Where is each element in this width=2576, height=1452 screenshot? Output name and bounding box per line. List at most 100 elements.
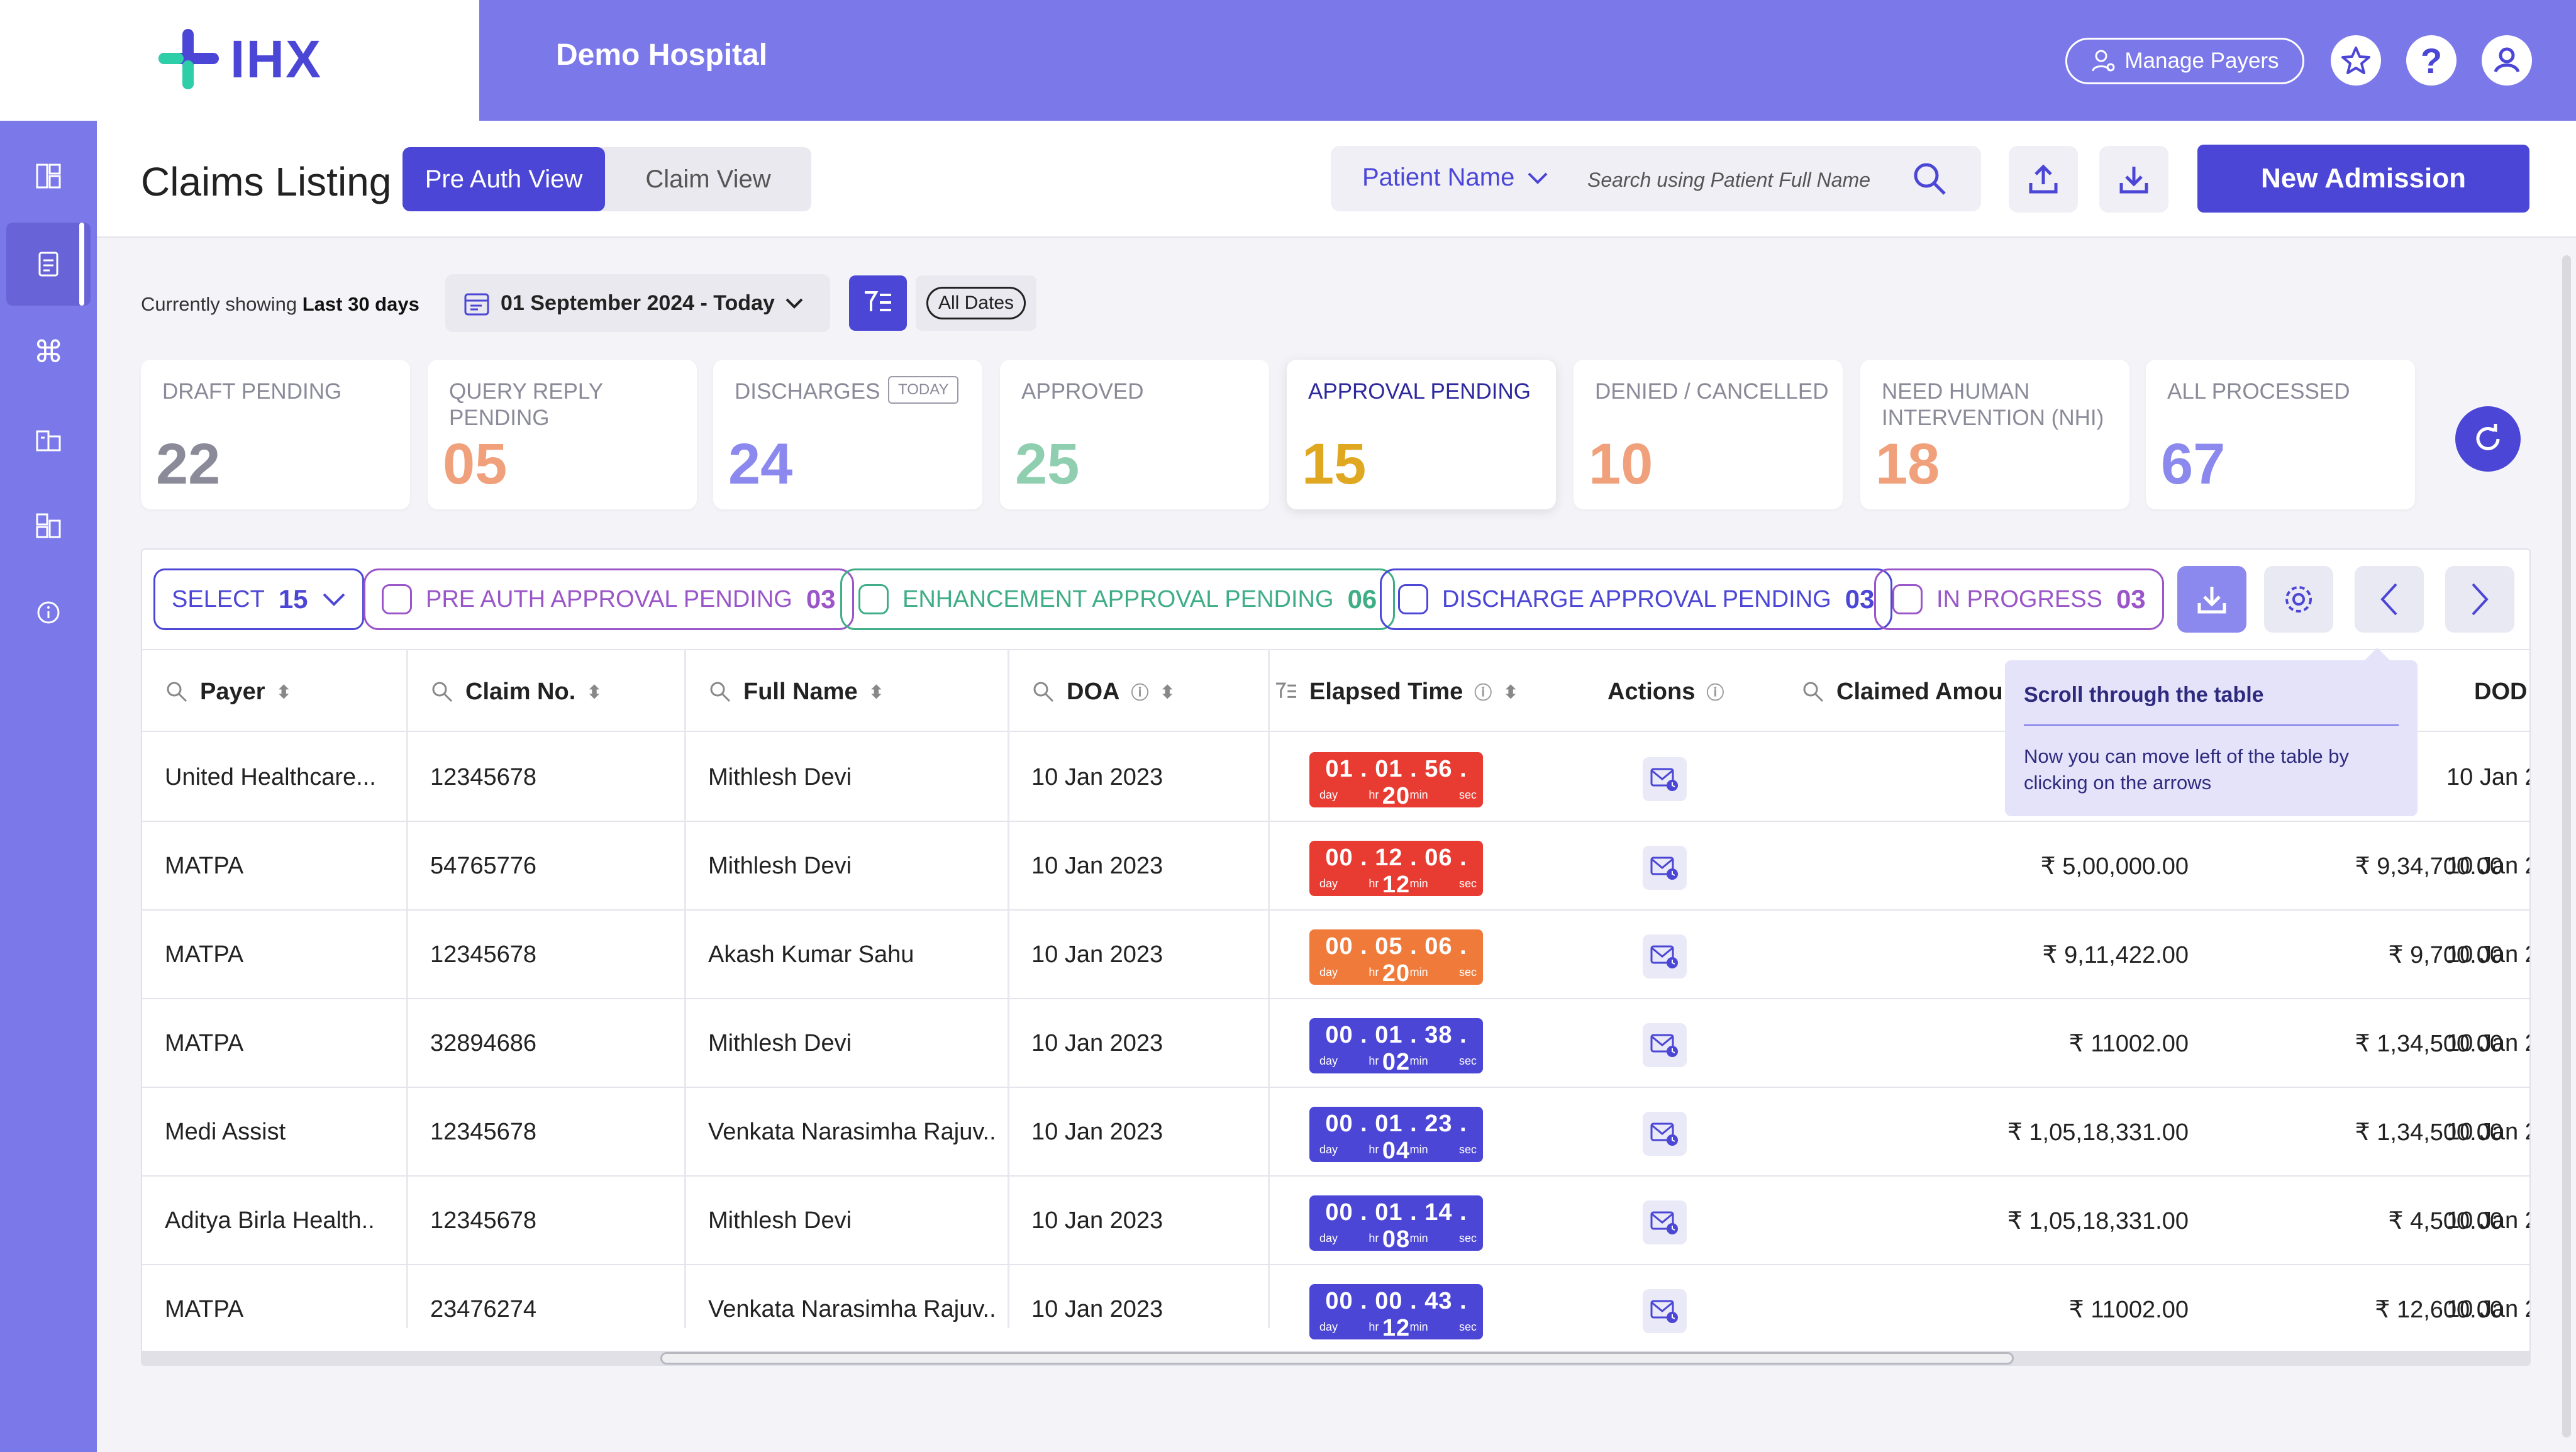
cell-claim-no[interactable]: 12345678 bbox=[430, 1207, 537, 1234]
date-range-label: 01 September 2024 - Today bbox=[501, 291, 775, 315]
dashboard-icon bbox=[36, 163, 61, 189]
table-row[interactable]: MATPA 12345678 Akash Kumar Sahu 10 Jan 2023… bbox=[142, 911, 2529, 999]
new-admission-button[interactable]: New Admission bbox=[2197, 145, 2529, 213]
upload-button[interactable] bbox=[2009, 146, 2078, 213]
favorites-button[interactable] bbox=[2331, 35, 2381, 86]
status-card-query-reply-pending[interactable]: QUERY REPLY PENDING 05 bbox=[428, 360, 697, 509]
cell-claim-no[interactable]: 23476274 bbox=[430, 1296, 537, 1322]
elapsed-units: day hr min sec bbox=[1319, 789, 1477, 802]
cell-claim-no[interactable]: 12345678 bbox=[430, 941, 537, 968]
mail-action-button[interactable] bbox=[1643, 934, 1687, 978]
cell-claim-no[interactable]: 54765776 bbox=[430, 853, 537, 879]
table-row[interactable]: MATPA 23476274 Venkata Narasimha Rajuv.. 10… bbox=[142, 1265, 2529, 1354]
column-header-claim-no[interactable]: Claim No. ⬍ bbox=[430, 650, 602, 733]
sidebar-item-hospital[interactable] bbox=[6, 397, 91, 480]
refresh-button[interactable] bbox=[2455, 406, 2521, 472]
column-header-dod[interactable]: DOD bbox=[2474, 650, 2527, 733]
column-label: Claim No. bbox=[465, 678, 576, 705]
search-input[interactable]: Search using Patient Full Name bbox=[1587, 169, 1870, 191]
table-header: Payer ⬍ Claim No. ⬍ Full Name ⬍ DOA ⓘ ⬍ … bbox=[142, 649, 2529, 733]
cell-claim-no[interactable]: 12345678 bbox=[430, 764, 537, 790]
status-card-discharges[interactable]: DISCHARGES TODAY 24 bbox=[713, 360, 982, 509]
sort-icon[interactable]: ⬍ bbox=[276, 682, 292, 702]
elapsed-timer: 00 . 05 . 06 . 20 day hr min sec bbox=[1309, 929, 1483, 987]
column-label: Elapsed Time bbox=[1309, 678, 1463, 705]
export-button[interactable] bbox=[2177, 566, 2246, 633]
sort-icon[interactable]: ⬍ bbox=[1160, 682, 1175, 702]
tab-claim-view[interactable]: Claim View bbox=[645, 165, 771, 193]
layout-icon bbox=[36, 513, 61, 538]
chip-count: 06 bbox=[1347, 584, 1377, 614]
cell-claim-no[interactable]: 12345678 bbox=[430, 1119, 537, 1145]
sidebar-item-dashboard[interactable] bbox=[6, 135, 91, 218]
cell-claim-no[interactable]: 32894686 bbox=[430, 1030, 537, 1056]
page-scrollbar[interactable] bbox=[2562, 255, 2571, 1438]
table-row[interactable]: MATPA 54765776 Mithlesh Devi 10 Jan 2023 00 … bbox=[142, 822, 2529, 911]
select-dropdown[interactable]: SELECT 15 bbox=[153, 568, 364, 630]
settings-button[interactable] bbox=[2264, 566, 2333, 633]
column-header-full-name[interactable]: Full Name ⬍ bbox=[708, 650, 884, 733]
unit-hr: hr bbox=[1368, 966, 1379, 978]
column-divider bbox=[406, 649, 408, 1328]
sidebar-item-reports[interactable] bbox=[6, 484, 91, 567]
help-button[interactable]: ? bbox=[2406, 35, 2457, 86]
status-card-denied-cancelled[interactable]: DENIED / CANCELLED 10 bbox=[1574, 360, 1843, 509]
page-title: Claims Listing bbox=[141, 159, 392, 204]
table-row[interactable]: Medi Assist 12345678 Venkata Narasimha Raj… bbox=[142, 1088, 2529, 1177]
mail-action-button[interactable] bbox=[1643, 757, 1687, 801]
sort-icon[interactable]: ⬍ bbox=[869, 682, 884, 702]
select-count: 15 bbox=[278, 584, 308, 614]
sidebar-item-info[interactable] bbox=[6, 571, 91, 654]
table-row[interactable]: Aditya Birla Health.. 12345678 Mithlesh De… bbox=[142, 1177, 2529, 1265]
date-range-picker[interactable]: 01 September 2024 - Today bbox=[445, 274, 830, 332]
card-count: 67 bbox=[2161, 432, 2226, 496]
profile-button[interactable] bbox=[2482, 35, 2532, 86]
mail-action-button[interactable] bbox=[1643, 1200, 1687, 1244]
filter-button[interactable] bbox=[849, 275, 907, 331]
cell-dod: 10 Jan 20 bbox=[2446, 1207, 2529, 1234]
status-card-approved[interactable]: APPROVED 25 bbox=[1000, 360, 1269, 509]
tooltip-body: Now you can move left of the table by cl… bbox=[2024, 745, 2349, 794]
mail-action-button[interactable] bbox=[1643, 846, 1687, 890]
status-card-need-human-intervention-nhi[interactable]: NEED HUMAN INTERVENTION (NHI) 18 bbox=[1860, 360, 2129, 509]
horizontal-scroll-thumb[interactable] bbox=[660, 1352, 2014, 1365]
search-field-dropdown[interactable]: Patient Name bbox=[1362, 163, 1548, 192]
all-dates-toggle[interactable]: All Dates bbox=[916, 275, 1036, 331]
manage-payers-button[interactable]: Manage Payers bbox=[2065, 38, 2304, 84]
mail-action-button[interactable] bbox=[1643, 1289, 1687, 1333]
mail-clock-icon bbox=[1650, 1122, 1678, 1146]
column-header-elapsed-time[interactable]: Elapsed Time ⓘ ⬍ bbox=[1274, 650, 1518, 733]
user-settings-icon bbox=[2092, 50, 2115, 72]
column-header-payer[interactable]: Payer ⬍ bbox=[165, 650, 291, 733]
scroll-left-button[interactable] bbox=[2355, 566, 2424, 633]
status-card-all-processed[interactable]: ALL PROCESSED 67 bbox=[2146, 360, 2415, 509]
sort-icon[interactable]: ⬍ bbox=[587, 682, 602, 702]
search-icon bbox=[1803, 682, 1824, 702]
column-header-claimed-amount[interactable]: Claimed Amou bbox=[1801, 650, 2003, 733]
mail-action-button[interactable] bbox=[1643, 1112, 1687, 1156]
status-card-approval-pending[interactable]: APPROVAL PENDING 15 bbox=[1287, 360, 1556, 509]
column-header-doa[interactable]: DOA ⓘ ⬍ bbox=[1031, 650, 1175, 733]
sidebar-item-claims[interactable] bbox=[6, 223, 91, 306]
chip-pre-auth-approval-pending[interactable]: PRE AUTH APPROVAL PENDING 03 bbox=[364, 568, 854, 630]
cell-full-name: Mithlesh Devi bbox=[708, 1030, 852, 1056]
tab-pre-auth-view[interactable]: Pre Auth View bbox=[402, 147, 605, 211]
sidebar-item-command[interactable]: ⌘ bbox=[6, 311, 91, 394]
cell-dod: 10 Jan 20 bbox=[2446, 1030, 2529, 1056]
tooltip-divider bbox=[2024, 724, 2399, 726]
elapsed-units: day hr min sec bbox=[1319, 1232, 1477, 1245]
scroll-right-button[interactable] bbox=[2445, 566, 2514, 633]
status-card-draft-pending[interactable]: DRAFT PENDING 22 bbox=[141, 360, 410, 509]
unit-hr: hr bbox=[1368, 1321, 1379, 1333]
card-count: 10 bbox=[1589, 432, 1653, 496]
chip-in-progress[interactable]: IN PROGRESS 03 bbox=[1874, 568, 2164, 630]
table-row[interactable]: MATPA 32894686 Mithlesh Devi 10 Jan 2023 00 … bbox=[142, 999, 2529, 1088]
search-icon[interactable] bbox=[1911, 160, 1948, 197]
cell-payer: Aditya Birla Health.. bbox=[165, 1207, 375, 1234]
mail-action-button[interactable] bbox=[1643, 1023, 1687, 1067]
download-button[interactable] bbox=[2099, 146, 2168, 213]
sort-icon[interactable]: ⬍ bbox=[1503, 682, 1518, 702]
chip-discharge-approval-pending[interactable]: DISCHARGE APPROVAL PENDING 03 bbox=[1380, 568, 1893, 630]
chip-enhancement-approval-pending[interactable]: ENHANCEMENT APPROVAL PENDING 06 bbox=[840, 568, 1396, 630]
chip-checkbox bbox=[382, 584, 412, 614]
